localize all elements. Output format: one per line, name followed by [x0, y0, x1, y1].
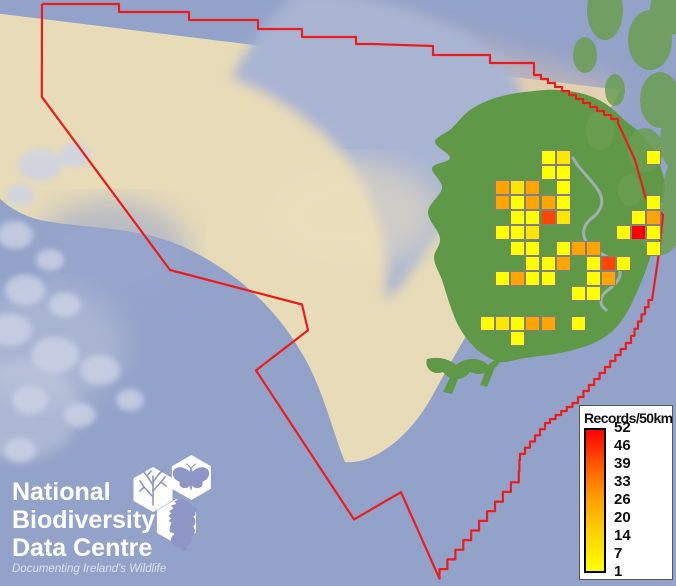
svg-text:Data Centre: Data Centre — [12, 534, 152, 562]
svg-text:Biodiversity: Biodiversity — [12, 506, 155, 534]
svg-text:National: National — [12, 478, 111, 506]
svg-text:Documenting Ireland's Wildlife: Documenting Ireland's Wildlife — [12, 563, 166, 575]
